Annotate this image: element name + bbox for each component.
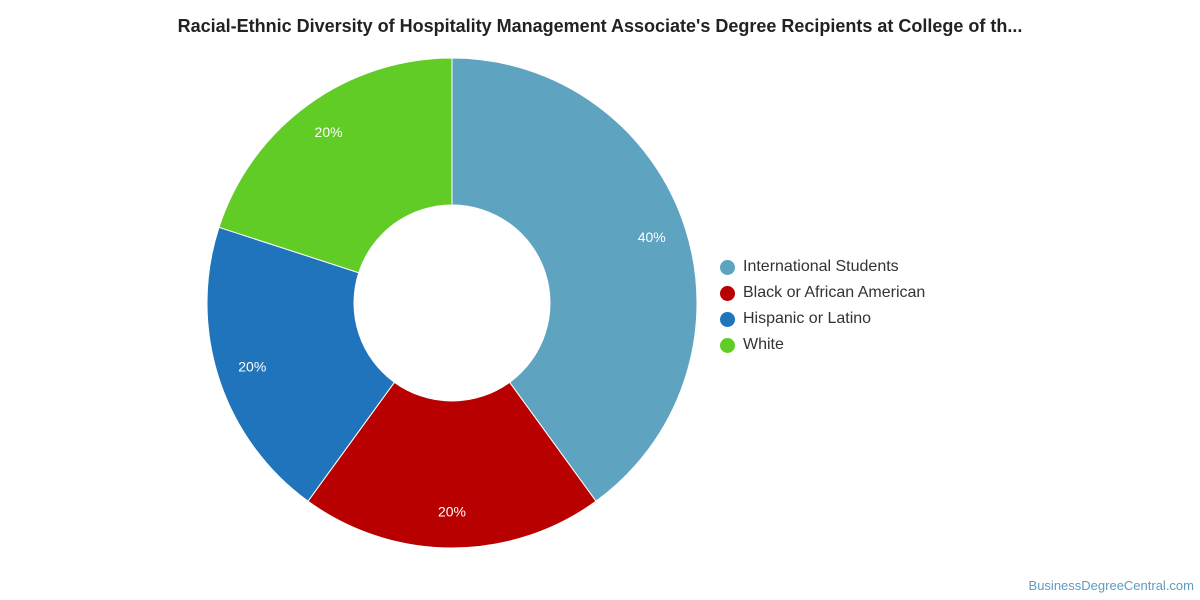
legend-swatch <box>720 337 735 353</box>
legend-item-hispanic-or-latino: Hispanic or Latino <box>720 306 925 332</box>
legend-item-international-students: International Students <box>720 254 925 280</box>
data-label-black-or-african-american: 20% <box>438 504 466 520</box>
legend-label: Hispanic or Latino <box>743 310 872 327</box>
legend-swatch <box>720 259 735 275</box>
legend-swatch <box>720 311 735 327</box>
pie-slice-white <box>218 57 453 274</box>
pie-slice-international-students <box>451 57 698 502</box>
legend-item-white: White <box>720 332 925 358</box>
pie-slice-black-or-african-american <box>307 381 597 549</box>
pie-slices <box>206 57 698 549</box>
legend-item-black-or-african-american: Black or African American <box>720 280 925 306</box>
chart-title: Racial-Ethnic Diversity of Hospitality M… <box>177 16 1023 36</box>
legend-swatch <box>720 285 735 301</box>
data-label-international-students: 40% <box>638 229 666 245</box>
source-watermark: BusinessDegreeCentral.com <box>1028 578 1194 593</box>
data-label-hispanic-or-latino: 20% <box>238 359 266 375</box>
pie-labels: 40% 20% 20% 20% <box>238 124 665 520</box>
legend-label: White <box>743 336 784 353</box>
legend-label: International Students <box>743 258 899 275</box>
chart-legend: International Students Black or African A… <box>720 254 925 358</box>
data-label-white: 20% <box>315 124 343 140</box>
legend-label: Black or African American <box>743 284 926 301</box>
pie-slice-hispanic-or-latino <box>206 226 396 502</box>
